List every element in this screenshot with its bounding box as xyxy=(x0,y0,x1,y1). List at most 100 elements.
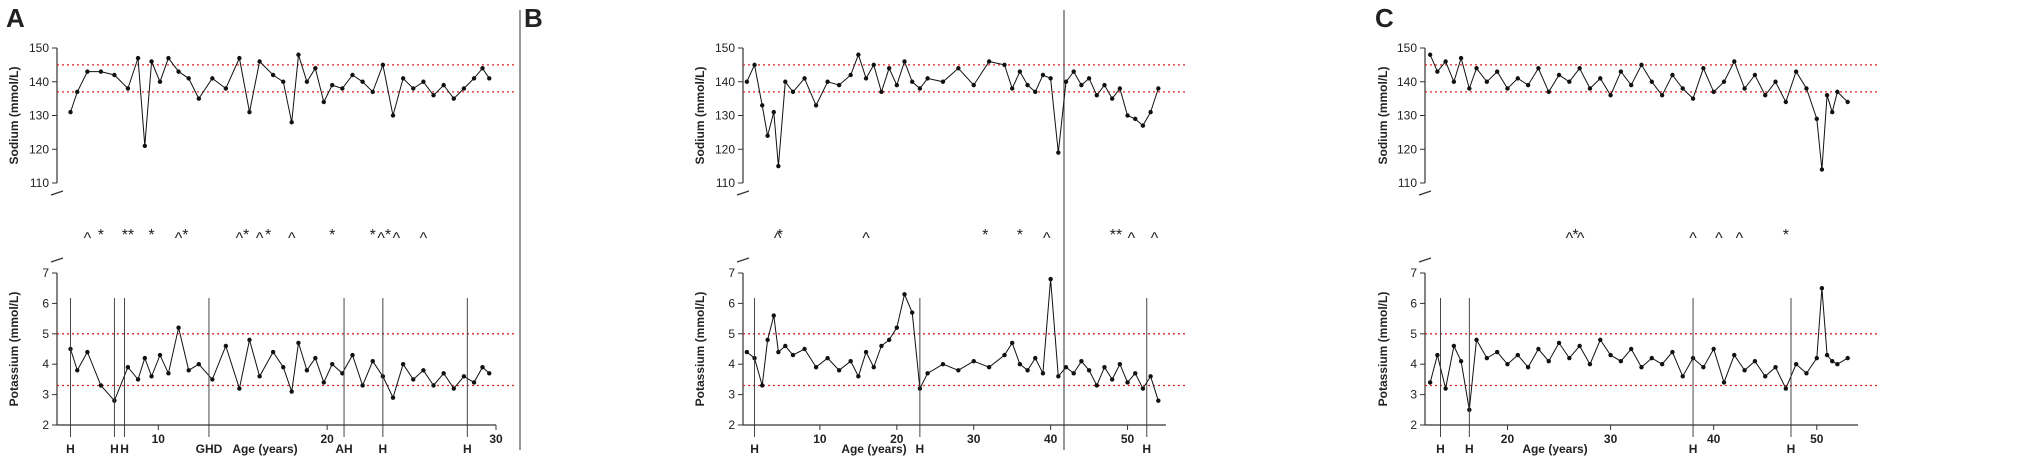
event-annotation: ** xyxy=(1110,227,1122,244)
sodium-data-point xyxy=(1752,72,1758,78)
sodium-y-axis-title: Sodium (mmol/L) xyxy=(7,67,21,165)
sodium-data-point xyxy=(1025,82,1030,88)
potassium-y-tick-label: 2 xyxy=(728,418,735,432)
potassium-data-point xyxy=(304,368,310,373)
sodium-data-point xyxy=(68,109,73,115)
event-annotation: * xyxy=(777,227,783,244)
sodium-data-point xyxy=(223,86,229,91)
potassium-y-tick-label: 4 xyxy=(1410,357,1417,371)
potassium-data-point xyxy=(1721,380,1727,385)
sodium-data-point xyxy=(1587,86,1593,91)
sodium-data-point xyxy=(1435,69,1440,74)
potassium-data-point xyxy=(1109,377,1115,382)
potassium-data-point xyxy=(1804,371,1809,376)
potassium-data-point xyxy=(902,292,907,297)
potassium-data-point xyxy=(1009,340,1015,346)
sodium-data-point xyxy=(85,69,90,74)
x-axis-title: Age (years) xyxy=(841,442,906,456)
potassium-data-point xyxy=(186,368,191,373)
sodium-data-point xyxy=(825,79,830,84)
sodium-data-point xyxy=(257,59,262,64)
potassium-data-point xyxy=(257,374,262,379)
sodium-data-point xyxy=(237,55,242,61)
sodium-data-point xyxy=(1148,109,1153,115)
panel-label: A xyxy=(6,3,25,33)
sodium-data-point xyxy=(856,52,861,57)
potassium-data-point xyxy=(802,346,807,352)
sodium-y-tick-label: 140 xyxy=(715,75,735,89)
event-annotation: ^ xyxy=(1577,230,1585,247)
potassium-data-point xyxy=(790,352,796,358)
potassium-data-point xyxy=(1458,358,1464,364)
sodium-data-point xyxy=(270,72,276,78)
sodium-data-point xyxy=(125,86,131,91)
potassium-data-point xyxy=(210,377,215,382)
potassium-y-tick-label: 2 xyxy=(42,418,49,432)
event-marker-label: H xyxy=(1787,442,1796,456)
sodium-data-point xyxy=(166,55,171,61)
potassium-series-line xyxy=(70,327,490,402)
sodium-data-point xyxy=(135,55,141,61)
potassium-data-point xyxy=(1732,352,1737,358)
potassium-data-point xyxy=(125,365,131,370)
potassium-data-point xyxy=(1086,368,1092,373)
event-annotation: * xyxy=(1017,227,1023,244)
event-annotation: ^ xyxy=(420,230,428,247)
sodium-y-tick-label: 130 xyxy=(1397,109,1417,123)
sodium-data-point xyxy=(871,62,876,68)
potassium-data-point xyxy=(487,371,492,376)
potassium-data-point xyxy=(400,362,406,367)
sodium-data-point xyxy=(289,120,294,125)
sodium-data-point xyxy=(411,86,416,91)
sodium-data-point xyxy=(142,143,147,149)
sodium-data-point xyxy=(1536,66,1541,71)
potassium-data-point xyxy=(1814,355,1819,361)
potassium-series-line xyxy=(1429,288,1848,410)
sodium-y-tick-label: 130 xyxy=(715,109,735,123)
potassium-data-point xyxy=(1474,337,1479,343)
sodium-data-point xyxy=(1639,62,1644,68)
event-marker-label: H xyxy=(110,442,119,456)
event-marker-label: H xyxy=(1689,442,1698,456)
potassium-data-point xyxy=(1711,346,1716,352)
sodium-data-point xyxy=(1618,69,1624,74)
sodium-data-point xyxy=(783,79,788,84)
sodium-data-point xyxy=(400,76,406,81)
sodium-series-line xyxy=(1429,54,1849,170)
sodium-series-line xyxy=(746,53,1159,167)
sodium-data-point xyxy=(75,89,80,95)
sodium-y-tick-label: 110 xyxy=(1398,176,1417,190)
sodium-data-point xyxy=(1443,59,1448,64)
event-annotation: ^ xyxy=(1715,230,1723,247)
sodium-y-tick-label: 110 xyxy=(716,176,735,190)
potassium-data-point xyxy=(1567,355,1572,361)
sodium-data-point xyxy=(210,76,215,81)
sodium-data-point xyxy=(848,72,853,78)
potassium-data-point xyxy=(1427,380,1433,385)
event-annotation: ^ xyxy=(1151,230,1159,247)
potassium-data-point xyxy=(1536,346,1541,352)
panel-a: A 110 120 130 140 150 Sodium (mmol/L) 2 3 4 5 6 7 Pot… xyxy=(6,3,516,456)
potassium-data-point xyxy=(166,371,171,376)
potassium-data-point xyxy=(1680,374,1685,379)
sodium-data-point xyxy=(1824,93,1830,98)
potassium-y-tick-label: 5 xyxy=(42,327,49,341)
potassium-data-point xyxy=(313,355,318,361)
axis-break-mark xyxy=(736,190,750,196)
event-marker-label: H xyxy=(1436,442,1445,456)
sodium-data-point xyxy=(925,76,930,81)
event-annotation: ^ xyxy=(256,230,264,247)
potassium-data-point xyxy=(1628,346,1634,352)
sodium-data-point xyxy=(360,79,365,84)
potassium-data-point xyxy=(289,389,294,394)
sodium-data-point xyxy=(1048,76,1053,81)
sodium-data-point xyxy=(1732,59,1737,64)
event-annotation: ^ xyxy=(84,230,92,247)
potassium-data-point xyxy=(75,368,80,373)
sodium-data-point xyxy=(1628,82,1634,88)
potassium-y-tick-label: 4 xyxy=(728,357,735,371)
potassium-y-tick-label: 5 xyxy=(1410,327,1417,341)
sodium-data-point xyxy=(304,79,310,84)
sodium-data-point xyxy=(790,89,796,95)
potassium-y-axis-title: Potassium (mmol/L) xyxy=(1376,292,1390,407)
